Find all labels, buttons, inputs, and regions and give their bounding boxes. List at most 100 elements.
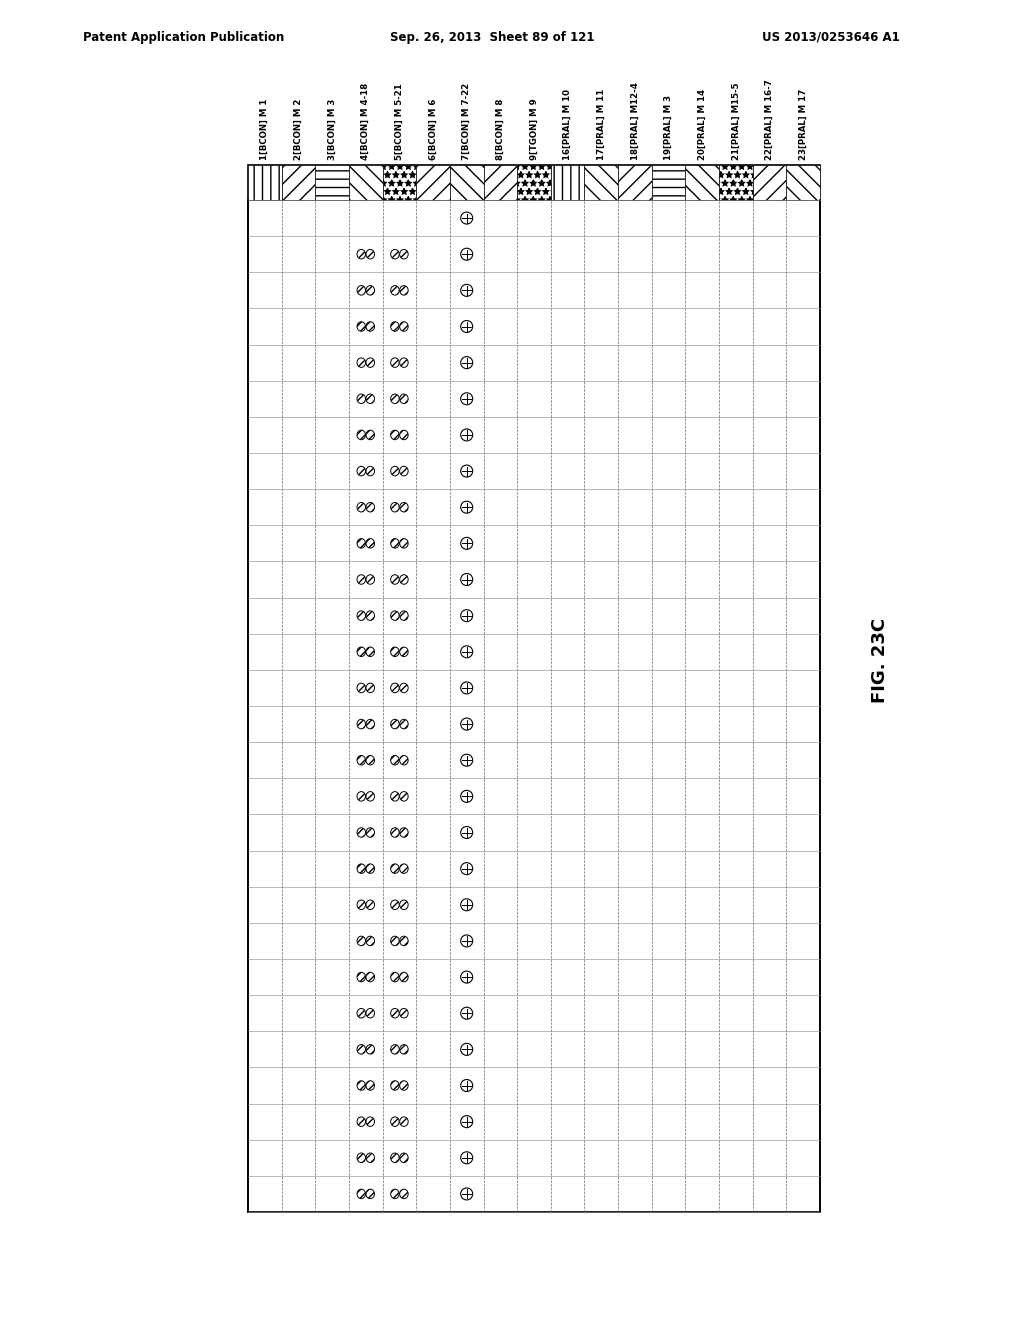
Ellipse shape (391, 900, 399, 909)
Ellipse shape (391, 1189, 399, 1199)
Ellipse shape (391, 322, 399, 331)
Ellipse shape (399, 430, 409, 440)
Ellipse shape (461, 321, 473, 333)
Ellipse shape (461, 791, 473, 803)
Bar (618, 165, 651, 201)
Ellipse shape (391, 285, 399, 296)
Ellipse shape (461, 1152, 473, 1164)
Ellipse shape (399, 249, 409, 259)
Bar (685, 165, 719, 201)
Ellipse shape (461, 356, 473, 368)
Ellipse shape (399, 1081, 409, 1090)
Ellipse shape (391, 1154, 399, 1163)
Text: 2[BCON] M 2: 2[BCON] M 2 (294, 99, 303, 160)
Ellipse shape (366, 973, 375, 982)
Ellipse shape (357, 395, 366, 404)
Ellipse shape (357, 466, 366, 475)
Ellipse shape (461, 826, 473, 838)
Ellipse shape (461, 573, 473, 586)
Ellipse shape (366, 719, 375, 729)
Ellipse shape (399, 1044, 409, 1055)
Ellipse shape (399, 900, 409, 909)
Ellipse shape (399, 936, 409, 945)
Ellipse shape (391, 719, 399, 729)
Ellipse shape (357, 539, 366, 548)
Ellipse shape (366, 755, 375, 766)
Ellipse shape (399, 647, 409, 656)
Ellipse shape (391, 1117, 399, 1126)
Bar (349, 165, 383, 201)
Ellipse shape (357, 503, 366, 512)
Ellipse shape (366, 395, 375, 404)
Ellipse shape (391, 430, 399, 440)
Ellipse shape (461, 284, 473, 297)
Ellipse shape (366, 1154, 375, 1163)
Ellipse shape (461, 465, 473, 477)
Ellipse shape (357, 574, 366, 585)
Text: 17[PRAL] M 11: 17[PRAL] M 11 (597, 88, 606, 160)
Ellipse shape (357, 430, 366, 440)
Ellipse shape (357, 719, 366, 729)
Bar (248, 165, 820, 1212)
Ellipse shape (357, 863, 366, 874)
Ellipse shape (357, 358, 366, 367)
Text: 21[PRAL] M15-5: 21[PRAL] M15-5 (731, 82, 740, 160)
Ellipse shape (461, 972, 473, 983)
Ellipse shape (461, 1188, 473, 1200)
Ellipse shape (366, 611, 375, 620)
Ellipse shape (357, 647, 366, 656)
Ellipse shape (461, 213, 473, 224)
Ellipse shape (399, 503, 409, 512)
Ellipse shape (391, 503, 399, 512)
Ellipse shape (391, 863, 399, 874)
Ellipse shape (357, 1154, 366, 1163)
Ellipse shape (461, 754, 473, 766)
Ellipse shape (399, 684, 409, 693)
Bar (450, 165, 483, 201)
Text: 6[BCON] M 6: 6[BCON] M 6 (429, 99, 437, 160)
Ellipse shape (399, 1189, 409, 1199)
Bar (651, 165, 685, 201)
Ellipse shape (399, 1008, 409, 1018)
Ellipse shape (357, 1117, 366, 1126)
Ellipse shape (357, 1081, 366, 1090)
Ellipse shape (366, 684, 375, 693)
Ellipse shape (357, 684, 366, 693)
Ellipse shape (461, 1115, 473, 1127)
Bar (416, 165, 450, 201)
Ellipse shape (391, 1008, 399, 1018)
Ellipse shape (391, 792, 399, 801)
Ellipse shape (461, 645, 473, 657)
Bar (753, 165, 786, 201)
Ellipse shape (391, 574, 399, 585)
Ellipse shape (391, 611, 399, 620)
Ellipse shape (399, 973, 409, 982)
Ellipse shape (366, 322, 375, 331)
Bar (719, 165, 753, 201)
Ellipse shape (366, 1189, 375, 1199)
Ellipse shape (366, 792, 375, 801)
Ellipse shape (357, 611, 366, 620)
Bar (551, 165, 585, 201)
Ellipse shape (461, 1007, 473, 1019)
Bar (383, 165, 416, 201)
Ellipse shape (357, 322, 366, 331)
Ellipse shape (391, 249, 399, 259)
Bar (786, 165, 820, 201)
Ellipse shape (366, 1081, 375, 1090)
Bar (282, 165, 315, 201)
Ellipse shape (391, 973, 399, 982)
Bar (483, 165, 517, 201)
Bar (585, 165, 618, 201)
Text: 1[BCON] M 1: 1[BCON] M 1 (260, 99, 269, 160)
Ellipse shape (366, 430, 375, 440)
Ellipse shape (461, 393, 473, 405)
Ellipse shape (399, 574, 409, 585)
Ellipse shape (391, 684, 399, 693)
Text: 3[BCON] M 3: 3[BCON] M 3 (328, 99, 337, 160)
Ellipse shape (357, 249, 366, 259)
Text: 19[PRAL] M 3: 19[PRAL] M 3 (665, 95, 673, 160)
Ellipse shape (357, 1189, 366, 1199)
Text: 7[BCON] M 7-22: 7[BCON] M 7-22 (462, 83, 471, 160)
Ellipse shape (461, 610, 473, 622)
